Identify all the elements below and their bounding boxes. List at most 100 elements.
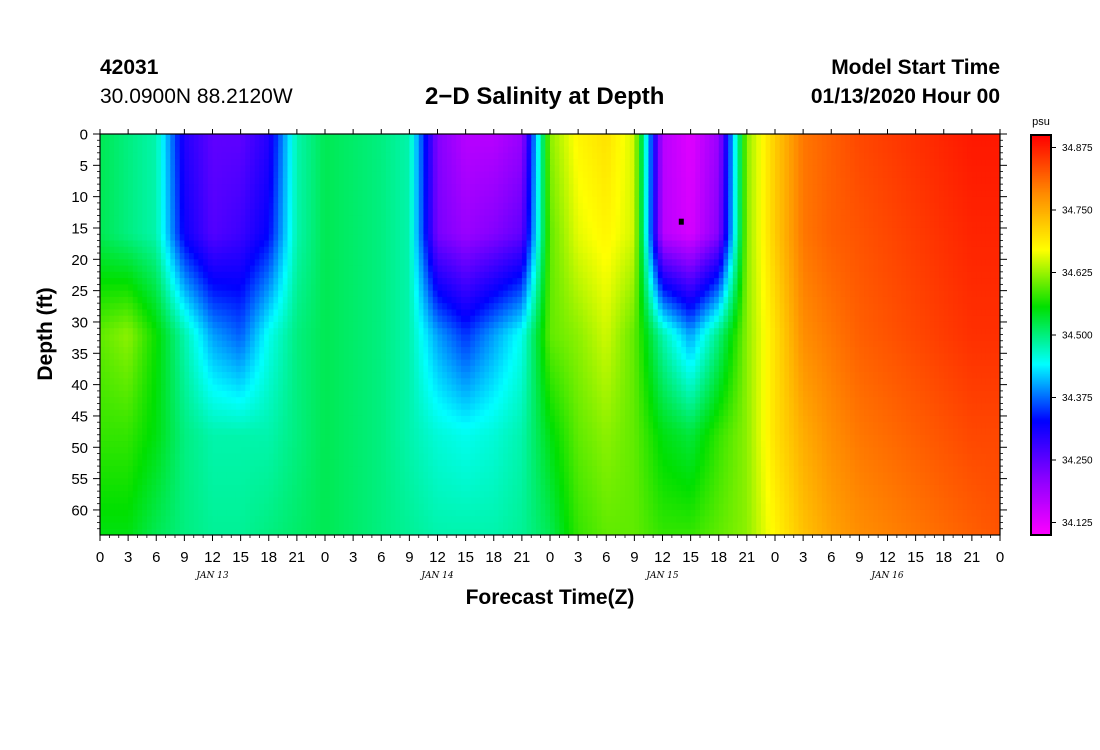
heatmap-cell (334, 134, 340, 141)
heatmap-cell (610, 259, 617, 267)
heatmap-cell (859, 196, 865, 204)
heatmap-cell (746, 271, 753, 279)
heatmap-cell (325, 221, 331, 229)
heatmap-cell (179, 259, 185, 267)
heatmap-cell (840, 234, 846, 242)
heatmap-cell (854, 227, 860, 235)
heatmap-cell (179, 209, 185, 217)
heatmap-cell (404, 227, 410, 235)
heatmap-cell (967, 259, 973, 267)
heatmap-cell (132, 221, 139, 229)
heatmap-cell (934, 215, 940, 223)
heatmap-cell (901, 209, 907, 217)
heatmap-cell (339, 196, 345, 204)
heatmap-cell (517, 227, 523, 235)
heatmap-cell (259, 159, 265, 166)
heatmap-cell (990, 265, 996, 273)
heatmap-cell (775, 140, 781, 148)
heatmap-cell (339, 259, 345, 267)
heatmap-cell (559, 134, 565, 141)
heatmap-cell (751, 253, 757, 260)
heatmap-cell (981, 177, 987, 185)
heatmap-cell (329, 278, 335, 285)
heatmap-cell (934, 140, 940, 148)
heatmap-cell (442, 202, 448, 210)
heatmap-cell (362, 284, 368, 292)
heatmap-cell (971, 278, 978, 285)
heatmap-cell (489, 215, 495, 223)
heatmap-cell (564, 140, 570, 148)
heatmap-cell (742, 140, 748, 148)
heatmap-cell (376, 284, 382, 292)
heatmap-cell (484, 190, 490, 198)
heatmap-cell (929, 253, 935, 260)
heatmap-cell (728, 271, 734, 279)
heatmap-cell (601, 171, 607, 179)
heatmap-cell (493, 278, 500, 285)
heatmap-cell (751, 227, 757, 235)
heatmap-cell (235, 140, 242, 148)
heatmap-cell (559, 234, 565, 242)
heatmap-cell (789, 152, 795, 160)
heatmap-cell (250, 159, 256, 166)
heatmap-cell (531, 271, 537, 279)
heatmap-cell (118, 271, 125, 279)
heatmap-cell (170, 234, 176, 242)
heatmap-cell (643, 271, 650, 279)
heatmap-cell (821, 227, 828, 235)
heatmap-cell (662, 271, 668, 279)
heatmap-cell (732, 278, 739, 285)
heatmap-cell (742, 240, 748, 248)
heatmap-cell (175, 190, 181, 198)
heatmap-cell (282, 209, 289, 217)
heatmap-cell (442, 253, 448, 260)
heatmap-cell (203, 265, 209, 273)
heatmap-cell (179, 146, 185, 154)
heatmap-cell (728, 171, 734, 179)
heatmap-cell (348, 140, 354, 148)
heatmap-cell (756, 290, 762, 298)
heatmap-cell (414, 152, 420, 160)
heatmap-cell (625, 146, 631, 154)
heatmap-cell (259, 202, 265, 210)
heatmap-cell (751, 190, 757, 198)
heatmap-cell (465, 215, 471, 223)
heatmap-cell (414, 165, 420, 173)
heatmap-cell (423, 234, 429, 242)
heatmap-cell (404, 202, 410, 210)
heatmap-cell (240, 146, 246, 154)
heatmap-cell (259, 246, 265, 254)
heatmap-cell (339, 165, 345, 173)
heatmap-cell (676, 246, 682, 254)
heatmap-cell (142, 265, 148, 273)
heatmap-cell (676, 165, 682, 173)
heatmap-cell (606, 152, 612, 160)
heatmap-cell (695, 240, 701, 248)
heatmap-cell (901, 134, 907, 141)
heatmap-cell (676, 140, 682, 148)
heatmap-cell (939, 234, 945, 242)
heatmap-cell (250, 209, 256, 217)
heatmap-cell (892, 134, 898, 141)
heatmap-cell (756, 165, 762, 173)
heatmap-cell (639, 134, 645, 141)
heatmap-cell (310, 140, 317, 148)
heatmap-cell (929, 190, 935, 198)
heatmap-cell (226, 259, 232, 267)
heatmap-cell (409, 227, 415, 235)
heatmap-cell (915, 284, 921, 292)
heatmap-cell (606, 190, 612, 198)
heatmap-cell (160, 140, 167, 148)
heatmap-cell (920, 253, 926, 260)
heatmap-cell (789, 240, 795, 248)
heatmap-cell (245, 240, 251, 248)
heatmap-cell (189, 240, 195, 248)
heatmap-cell (484, 152, 490, 160)
heatmap-cell (925, 196, 931, 204)
heatmap-cell (193, 140, 200, 148)
heatmap-cell (170, 190, 176, 198)
heatmap-cell (985, 259, 992, 267)
heatmap-cell (535, 246, 542, 254)
heatmap-cell (409, 253, 415, 260)
heatmap-cell (709, 196, 715, 204)
